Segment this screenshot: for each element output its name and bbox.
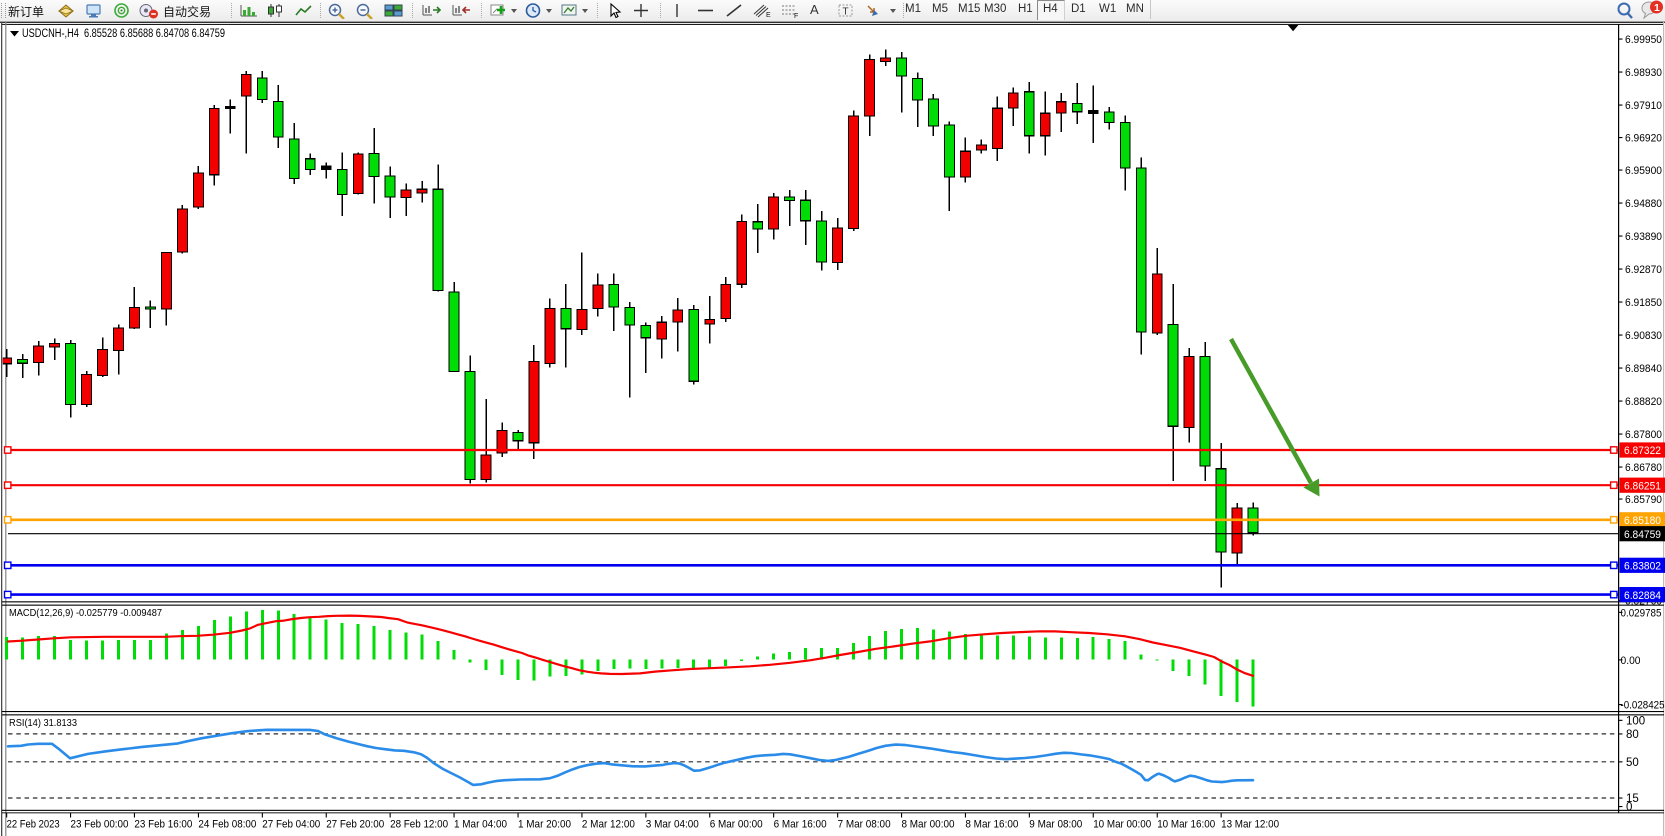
- svg-text:6.97910: 6.97910: [1625, 100, 1662, 112]
- svg-text:23 Feb 00:00: 23 Feb 00:00: [71, 819, 129, 831]
- svg-text:-0.028425: -0.028425: [1621, 700, 1665, 712]
- svg-text:6.89840: 6.89840: [1625, 363, 1662, 375]
- svg-text:F: F: [794, 13, 798, 19]
- svg-text:10 Mar 00:00: 10 Mar 00:00: [1093, 819, 1151, 831]
- svg-text:RSI(14) 31.8133: RSI(14) 31.8133: [9, 717, 77, 729]
- svg-text:2 Mar 12:00: 2 Mar 12:00: [582, 819, 635, 831]
- svg-text:1 Mar 04:00: 1 Mar 04:00: [454, 819, 507, 831]
- svg-text:USDCNH-,H4 6.85528 6.85688 6.: USDCNH-,H4 6.85528 6.85688 6.84708 6.847…: [22, 28, 225, 40]
- svg-text:80: 80: [1626, 729, 1639, 741]
- svg-text:6 Mar 16:00: 6 Mar 16:00: [774, 819, 827, 831]
- svg-text:6.98930: 6.98930: [1625, 67, 1662, 79]
- svg-text:E: E: [766, 12, 771, 19]
- svg-text:6.99950: 6.99950: [1625, 34, 1662, 46]
- svg-text:15: 15: [1626, 793, 1639, 805]
- svg-text:6.88820: 6.88820: [1625, 396, 1662, 408]
- svg-text:6.92870: 6.92870: [1625, 264, 1662, 276]
- svg-text:8 Mar 00:00: 8 Mar 00:00: [902, 819, 955, 831]
- svg-text:6.85180: 6.85180: [1624, 515, 1661, 527]
- svg-text:3 Mar 04:00: 3 Mar 04:00: [646, 819, 699, 831]
- svg-text:10 Mar 16:00: 10 Mar 16:00: [1157, 819, 1215, 831]
- svg-text:6.86251: 6.86251: [1624, 480, 1661, 492]
- svg-text:6.94880: 6.94880: [1625, 198, 1662, 210]
- svg-text:0: 0: [1626, 802, 1632, 814]
- svg-text:6.84759: 6.84759: [1624, 529, 1661, 541]
- svg-text:7 Mar 08:00: 7 Mar 08:00: [838, 819, 891, 831]
- svg-text:8 Mar 16:00: 8 Mar 16:00: [965, 819, 1018, 831]
- svg-text:9 Mar 08:00: 9 Mar 08:00: [1029, 819, 1082, 831]
- svg-text:6.87322: 6.87322: [1624, 445, 1661, 457]
- svg-text:27 Feb 20:00: 27 Feb 20:00: [326, 819, 384, 831]
- svg-text:0.029785: 0.029785: [1621, 607, 1662, 619]
- svg-text:24 Feb 08:00: 24 Feb 08:00: [198, 819, 256, 831]
- svg-text:T: T: [843, 7, 849, 18]
- svg-text:6.95900: 6.95900: [1625, 165, 1662, 177]
- svg-text:6.91850: 6.91850: [1625, 297, 1662, 309]
- svg-text:27 Feb 04:00: 27 Feb 04:00: [262, 819, 320, 831]
- svg-text:MACD(12,26,9) -0.025779 -0.009: MACD(12,26,9) -0.025779 -0.009487: [9, 607, 162, 619]
- svg-text:13 Mar 12:00: 13 Mar 12:00: [1221, 819, 1279, 831]
- svg-text:28 Feb 12:00: 28 Feb 12:00: [390, 819, 448, 831]
- svg-text:6.87800: 6.87800: [1625, 429, 1662, 441]
- svg-text:6.96920: 6.96920: [1625, 133, 1662, 145]
- svg-text:1 Mar 20:00: 1 Mar 20:00: [518, 819, 571, 831]
- svg-text:23 Feb 16:00: 23 Feb 16:00: [134, 819, 192, 831]
- svg-text:6.83802: 6.83802: [1624, 561, 1661, 573]
- svg-text:1: 1: [1654, 2, 1660, 14]
- svg-text:6.85790: 6.85790: [1625, 494, 1662, 506]
- svg-text:6.93890: 6.93890: [1625, 231, 1662, 243]
- svg-text:6.90830: 6.90830: [1625, 330, 1662, 342]
- svg-text:6.82884: 6.82884: [1624, 590, 1661, 602]
- svg-text:22 Feb 2023: 22 Feb 2023: [7, 819, 60, 831]
- svg-text:50: 50: [1626, 757, 1639, 769]
- svg-text:6 Mar 00:00: 6 Mar 00:00: [710, 819, 763, 831]
- svg-text:100: 100: [1626, 715, 1645, 727]
- svg-text:6.86780: 6.86780: [1625, 462, 1662, 474]
- svg-text:0.00: 0.00: [1621, 655, 1641, 667]
